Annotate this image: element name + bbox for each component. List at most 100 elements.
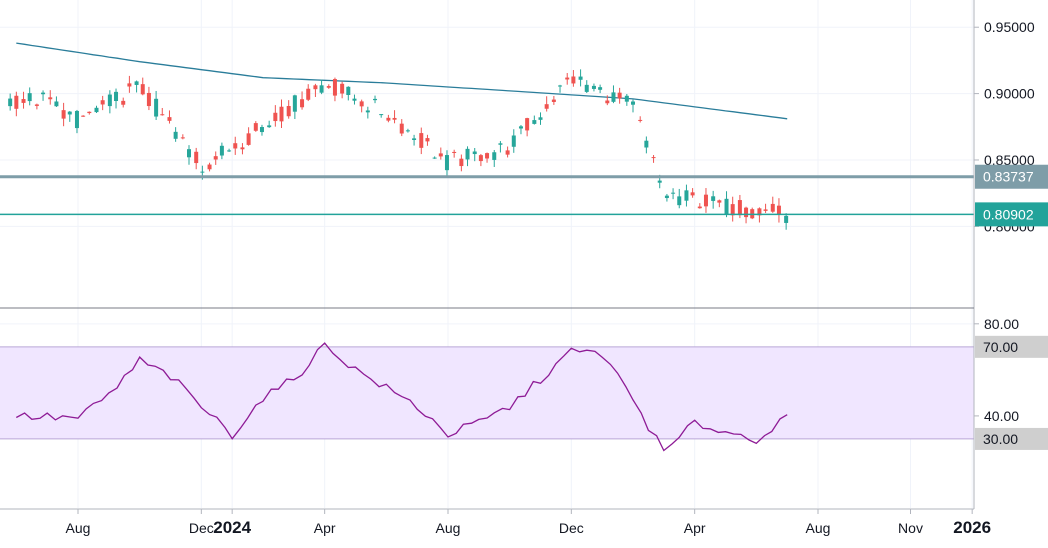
rsi-layer xyxy=(15,342,788,452)
candle-body xyxy=(279,106,284,122)
candle-body xyxy=(717,200,722,203)
candle-body xyxy=(67,111,72,115)
price-tick-label: 0.85000 xyxy=(984,152,1035,168)
candle-body xyxy=(48,97,53,100)
candle-body xyxy=(690,192,695,196)
candle-body xyxy=(478,155,483,162)
candle-body xyxy=(730,204,735,216)
price-level-badge xyxy=(975,164,1048,189)
candles-layer xyxy=(8,69,789,230)
candle-body xyxy=(114,91,119,102)
candle-body xyxy=(313,85,318,90)
candle-body xyxy=(107,94,112,107)
candle-body xyxy=(472,151,477,155)
rsi-axis-labels: 80.00 40.00 xyxy=(974,316,1019,424)
rsi-level-badge xyxy=(975,335,1048,358)
candle-body xyxy=(14,95,19,109)
candle-body xyxy=(326,86,331,88)
rsi-line xyxy=(15,342,788,452)
candle-body xyxy=(757,208,762,216)
candle-body xyxy=(207,164,212,170)
candle-body xyxy=(677,196,682,206)
time-tick-label: Apr xyxy=(684,520,706,536)
candle-body xyxy=(81,115,86,117)
moving-average-line xyxy=(16,42,788,120)
time-tick-label: Aug xyxy=(436,520,461,536)
candle-body xyxy=(703,194,708,207)
candle-body xyxy=(154,98,159,117)
candle-body xyxy=(776,205,781,215)
candle-body xyxy=(697,206,702,209)
candle-body xyxy=(160,114,165,116)
axes-layer xyxy=(0,0,975,510)
candle-body xyxy=(611,92,616,102)
time-axis-labels: Aug Dec 2024 Apr Aug Dec Apr Aug Nov 2026 xyxy=(66,509,991,537)
candle-body xyxy=(352,98,357,101)
candle-body xyxy=(644,140,649,148)
candle-body xyxy=(200,171,205,173)
candle-body xyxy=(737,200,742,216)
candle-body xyxy=(459,158,464,167)
candle-body xyxy=(631,101,635,105)
candle-body xyxy=(386,117,391,121)
price-tick-label: 0.95000 xyxy=(984,19,1035,35)
candle-body xyxy=(605,100,610,104)
candle-body xyxy=(127,83,132,87)
candle-body xyxy=(273,112,278,122)
rsi-level-badge-label: 30.00 xyxy=(983,431,1018,447)
time-tick-label: Dec xyxy=(189,520,214,536)
candle-body xyxy=(724,198,729,215)
candle-body xyxy=(94,107,99,113)
candle-body xyxy=(638,119,643,121)
candle-body xyxy=(671,192,676,194)
candle-body xyxy=(379,114,384,116)
candle-body xyxy=(505,150,510,155)
rsi-band xyxy=(0,346,974,439)
candle-body xyxy=(558,85,563,87)
candle-body xyxy=(21,99,26,103)
time-tick-label: Aug xyxy=(806,520,831,536)
time-tick-label: Nov xyxy=(898,520,923,536)
candle-body xyxy=(219,145,224,156)
candle-body xyxy=(100,100,105,105)
candle-body xyxy=(405,130,410,132)
candle-body xyxy=(518,126,523,129)
candle-body xyxy=(498,143,503,145)
candle-body xyxy=(432,157,437,159)
horizontal-levels-layer[interactable] xyxy=(0,175,974,216)
candle-body xyxy=(711,196,716,201)
price-badges-layer: 0.83737 0.80902 70.00 30.00 xyxy=(975,164,1048,450)
candle-body xyxy=(544,104,549,109)
candle-body xyxy=(511,135,516,147)
rsi-level-badge-label: 70.00 xyxy=(983,339,1018,355)
price-level-badge-label: 0.83737 xyxy=(983,169,1034,185)
candle-body xyxy=(584,84,589,92)
candle-body xyxy=(61,110,66,119)
candle-body xyxy=(591,85,596,89)
candle-body xyxy=(246,133,251,145)
candle-body xyxy=(465,148,470,160)
candle-body xyxy=(87,111,92,114)
time-tick-label: 2024 xyxy=(213,518,251,537)
candle-body xyxy=(74,110,79,129)
candle-body xyxy=(140,84,145,95)
candle-body xyxy=(425,138,430,142)
candle-body xyxy=(538,117,543,120)
price-level-badge xyxy=(975,202,1048,227)
candle-body xyxy=(173,131,178,139)
candle-body xyxy=(419,133,424,148)
candle-body xyxy=(565,77,570,80)
time-tick-label: Dec xyxy=(559,520,584,536)
candle-body xyxy=(598,87,603,90)
candle-body xyxy=(306,88,311,100)
candle-body xyxy=(485,153,490,159)
time-tick-label: Aug xyxy=(66,520,91,536)
candle-body xyxy=(399,123,404,134)
candle-body xyxy=(664,195,669,199)
candle-body xyxy=(180,137,185,139)
candle-body xyxy=(34,104,39,106)
candle-body xyxy=(525,118,530,131)
candle-body xyxy=(121,100,126,105)
